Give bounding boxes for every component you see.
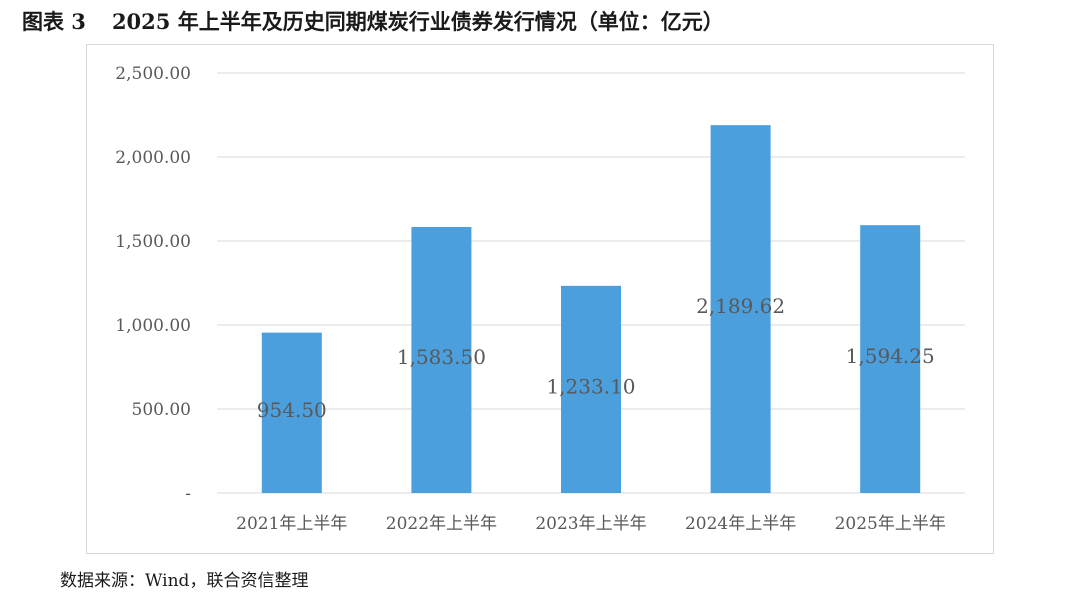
chart-title-text: 2025 年上半年及历史同期煤炭行业债券发行情况（单位：亿元）	[111, 9, 724, 34]
x-tick-label: 2025年上半年	[835, 514, 946, 534]
y-tick-label: 1,000.00	[115, 316, 191, 336]
bar	[411, 226, 472, 494]
y-tick-label: 2,500.00	[115, 64, 191, 84]
bar-data-label: 1,594.25	[846, 344, 935, 368]
y-tick-label: 1,500.00	[115, 232, 191, 252]
y-tick-label: -	[185, 484, 191, 504]
chart-title: 图表 3 2025 年上半年及历史同期煤炭行业债券发行情况（单位：亿元）	[22, 6, 724, 36]
bar	[261, 332, 322, 493]
bar	[710, 125, 771, 494]
chart-frame: 954.50 1,583.50 1,233.10 2,189.62 1,594.25 -…	[86, 44, 994, 554]
x-tick-label: 2021年上半年	[236, 514, 347, 534]
x-tick-label: 2023年上半年	[535, 514, 646, 534]
bar-chart: 954.50 1,583.50 1,233.10 2,189.62 1,594.25 -…	[115, 64, 965, 534]
data-source-note: 数据来源：Wind，联合资信整理	[60, 571, 309, 591]
bar-data-label: 1,583.50	[397, 345, 486, 369]
bar	[860, 225, 921, 493]
bar-data-label: 1,233.10	[546, 374, 635, 398]
x-tick-label: 2024年上半年	[685, 514, 796, 534]
y-tick-label: 500.00	[132, 400, 191, 420]
bar-data-label: 954.50	[257, 398, 327, 422]
x-axis-ticks: 2021年上半年 2022年上半年 2023年上半年 2024年上半年 2025年上半年	[236, 514, 946, 534]
x-tick-label: 2022年上半年	[386, 514, 497, 534]
data-labels: 954.50 1,583.50 1,233.10 2,189.62 1,594.25	[257, 294, 935, 422]
bars	[261, 125, 921, 494]
y-tick-label: 2,000.00	[115, 148, 191, 168]
bar	[561, 285, 621, 493]
bar-data-label: 2,189.62	[696, 294, 785, 318]
y-axis-ticks: - 500.00 1,000.00 1,500.00 2,000.00 2,500.00	[115, 64, 191, 504]
chart-title-prefix: 图表 3	[22, 9, 86, 34]
